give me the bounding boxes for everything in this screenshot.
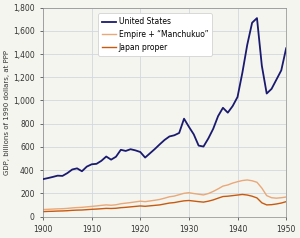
Legend: United States, Empire + “Manchukuo”, Japan proper: United States, Empire + “Manchukuo”, Jap… — [98, 13, 212, 56]
Japan proper — [216, 197, 220, 200]
Japan proper — [241, 193, 244, 196]
Japan proper — [119, 206, 123, 209]
United States — [284, 47, 288, 50]
Japan proper — [95, 208, 98, 210]
Empire + “Manchukuo” — [216, 188, 220, 190]
Japan proper — [114, 207, 118, 210]
Empire + “Manchukuo” — [284, 196, 288, 198]
Y-axis label: GDP, billions of 1990 dollars, at PPP: GDP, billions of 1990 dollars, at PPP — [4, 50, 10, 175]
Japan proper — [41, 210, 45, 213]
Empire + “Manchukuo” — [280, 196, 283, 199]
Empire + “Manchukuo” — [114, 203, 118, 206]
Empire + “Manchukuo” — [119, 202, 123, 205]
United States — [41, 178, 45, 181]
Empire + “Manchukuo” — [41, 208, 45, 211]
Japan proper — [202, 201, 205, 203]
Empire + “Manchukuo” — [95, 204, 98, 207]
United States — [255, 17, 259, 20]
Line: Empire + “Manchukuo”: Empire + “Manchukuo” — [43, 180, 286, 209]
Empire + “Manchukuo” — [202, 193, 205, 196]
United States — [280, 69, 283, 72]
Japan proper — [284, 200, 288, 203]
United States — [216, 115, 220, 118]
United States — [114, 155, 118, 158]
Line: United States: United States — [43, 18, 286, 179]
Japan proper — [280, 202, 283, 204]
Empire + “Manchukuo” — [245, 178, 249, 181]
United States — [202, 145, 205, 148]
Line: Japan proper: Japan proper — [43, 194, 286, 212]
United States — [95, 162, 98, 165]
United States — [119, 148, 123, 151]
